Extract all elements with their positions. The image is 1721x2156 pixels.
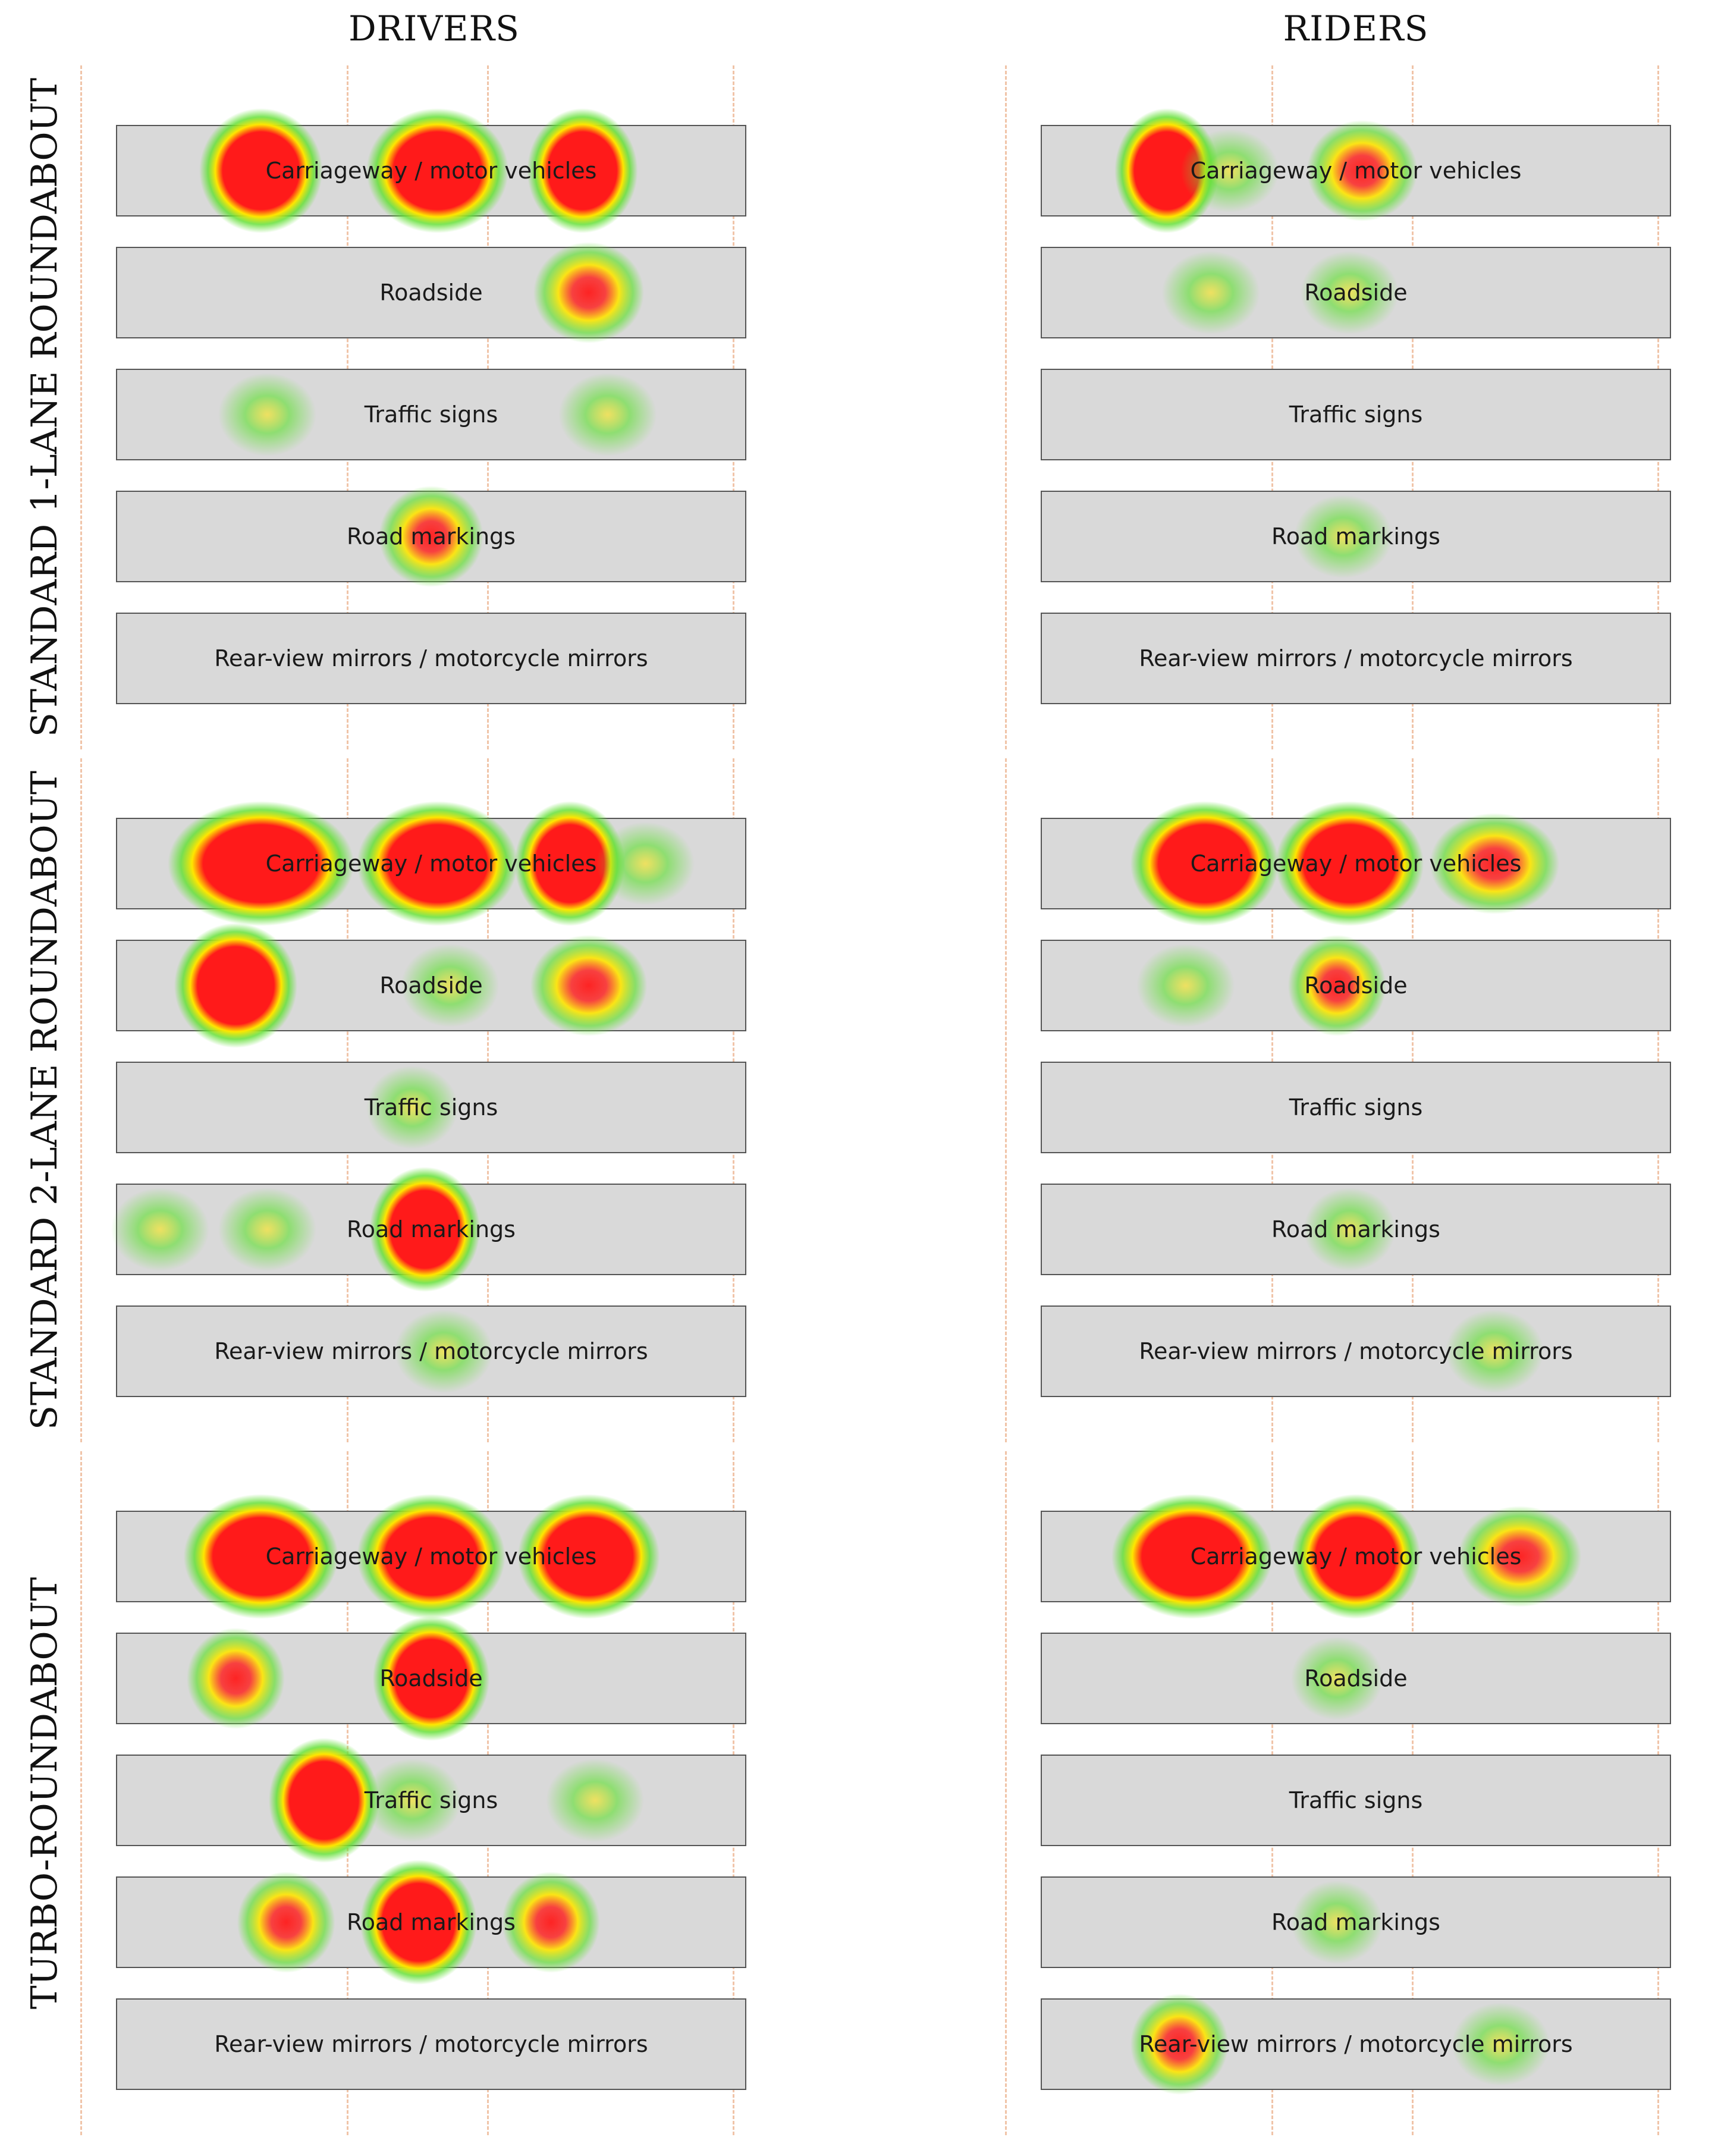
grid-divider [1005,1451,1007,2135]
category-label: Traffic signs [1289,1094,1423,1121]
category-label: Rear-view mirrors / motorcycle mirrors [214,1338,648,1364]
category-box: Traffic signs [116,1755,746,1846]
category-box: Roadside [1041,1633,1671,1724]
category-box: Traffic signs [1041,1755,1671,1846]
category-label: Rear-view mirrors / motorcycle mirrors [214,2031,648,2057]
category-box: Roadside [116,1633,746,1724]
column-title-riders: RIDERS [1283,8,1429,49]
panel-riders-1lane: Carriageway / motor vehicles Roadside Traf… [1005,65,1707,749]
category-label: Traffic signs [364,1094,498,1121]
category-box: Rear-view mirrors / motorcycle mirrors [116,613,746,704]
category-box: Road markings [116,1184,746,1275]
category-box: Rear-view mirrors / motorcycle mirrors [1041,1305,1671,1397]
category-label: Roadside [1304,280,1408,306]
category-label: Road markings [1271,523,1440,550]
category-label: Carriageway / motor vehicles [265,851,597,877]
panel-drivers-2lane: Carriageway / motor vehicles Roadside Traf… [80,758,782,1442]
column-title-drivers: DRIVERS [348,8,520,49]
category-box: Rear-view mirrors / motorcycle mirrors [1041,1998,1671,2090]
category-label: Rear-view mirrors / motorcycle mirrors [1139,645,1573,671]
category-box: Carriageway / motor vehicles [116,818,746,909]
category-box: Rear-view mirrors / motorcycle mirrors [116,1305,746,1397]
category-box: Traffic signs [116,1062,746,1153]
category-label: Carriageway / motor vehicles [1190,851,1522,877]
panel-drivers-1lane: Carriageway / motor vehicles Roadside Traf… [80,65,782,749]
category-box: Road markings [1041,1184,1671,1275]
category-label: Rear-view mirrors / motorcycle mirrors [1139,2031,1573,2057]
category-box: Road markings [1041,491,1671,582]
category-label: Road markings [347,523,516,550]
row-label-2lane: STANDARD 2-LANE ROUNDABOUT [24,770,65,1430]
category-label: Roadside [1304,1665,1408,1691]
category-label: Carriageway / motor vehicles [265,158,597,184]
grid-divider [80,65,82,749]
category-label: Carriageway / motor vehicles [1190,158,1522,184]
category-box: Traffic signs [1041,1062,1671,1153]
category-label: Roadside [379,1665,483,1691]
category-box: Rear-view mirrors / motorcycle mirrors [116,1998,746,2090]
row-label-1lane: STANDARD 1-LANE ROUNDABOUT [24,77,65,738]
category-box: Road markings [116,491,746,582]
category-box: Carriageway / motor vehicles [116,1511,746,1602]
category-box: Road markings [1041,1876,1671,1968]
category-label: Rear-view mirrors / motorcycle mirrors [1139,1338,1573,1364]
category-label: Road markings [347,1909,516,1935]
category-box: Carriageway / motor vehicles [116,125,746,216]
category-label: Traffic signs [364,401,498,428]
category-label: Road markings [347,1216,516,1242]
category-box: Traffic signs [1041,369,1671,460]
category-box: Road markings [116,1876,746,1968]
grid-divider [80,1451,82,2135]
grid-divider [80,758,82,1442]
category-label: Road markings [1271,1216,1440,1242]
category-label: Carriageway / motor vehicles [265,1543,597,1570]
category-label: Carriageway / motor vehicles [1190,1543,1522,1570]
category-label: Roadside [379,280,483,306]
panel-riders-2lane: Carriageway / motor vehicles Roadside Traf… [1005,758,1707,1442]
row-label-turbo: TURBO-ROUNDABOUT [24,1577,66,2010]
category-box: Roadside [116,247,746,338]
category-box: Roadside [1041,940,1671,1031]
category-label: Roadside [379,972,483,999]
category-label: Rear-view mirrors / motorcycle mirrors [214,645,648,671]
grid-divider [1005,65,1007,749]
category-box: Roadside [1041,247,1671,338]
panel-riders-turbo: Carriageway / motor vehicles Roadside Traf… [1005,1451,1707,2135]
panel-drivers-turbo: Carriageway / motor vehicles Roadside Traf… [80,1451,782,2135]
category-box: Carriageway / motor vehicles [1041,125,1671,216]
category-label: Road markings [1271,1909,1440,1935]
category-label: Roadside [1304,972,1408,999]
category-box: Roadside [116,940,746,1031]
category-box: Traffic signs [116,369,746,460]
category-box: Rear-view mirrors / motorcycle mirrors [1041,613,1671,704]
category-label: Traffic signs [1289,401,1423,428]
category-box: Carriageway / motor vehicles [1041,1511,1671,1602]
category-label: Traffic signs [1289,1787,1423,1813]
category-box: Carriageway / motor vehicles [1041,818,1671,909]
grid-divider [1005,758,1007,1442]
category-label: Traffic signs [364,1787,498,1813]
